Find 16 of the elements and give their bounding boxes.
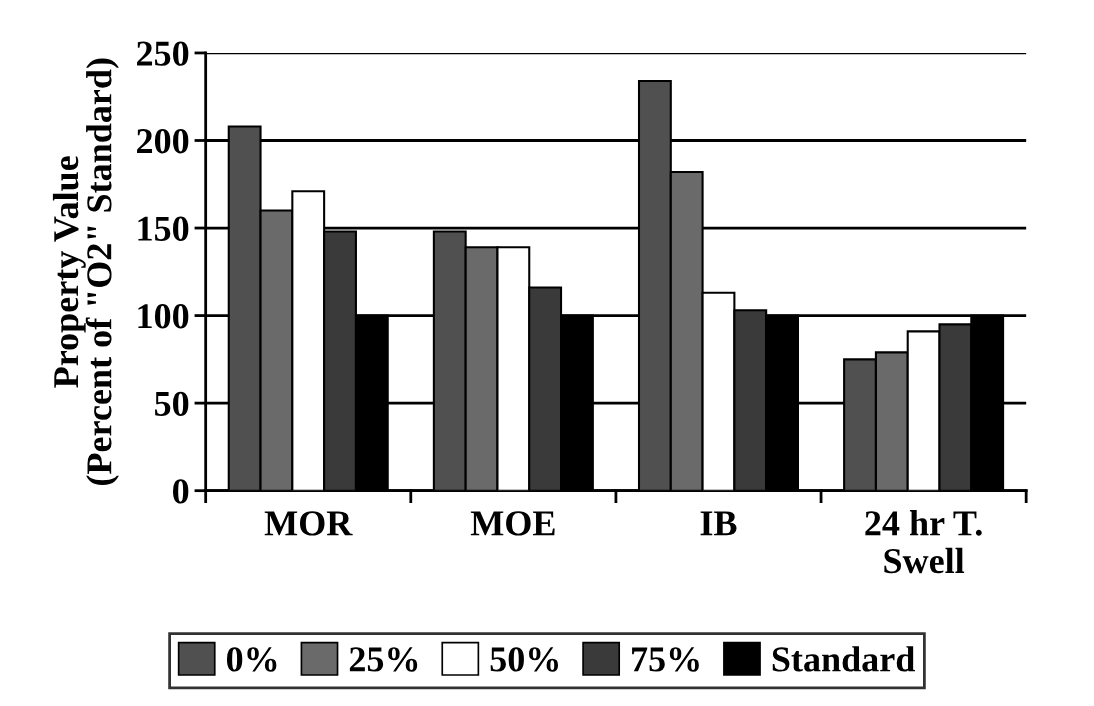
legend-label: 0% [226, 647, 277, 672]
y-tick-label: 150 [138, 216, 189, 241]
legend-label: 25% [349, 647, 418, 672]
x-tick-label: MOR [264, 511, 353, 536]
legend-label: Standard [772, 646, 915, 672]
legend-label: 50% [490, 647, 559, 672]
x-tick-label: MOE [470, 511, 555, 536]
y-tick-label: 0 [173, 479, 189, 504]
y-axis-title: Property Value (Percent of "O2" Standard) [52, 58, 119, 486]
y-tick-label: 250 [137, 41, 189, 66]
y-tick-label: 50 [155, 391, 189, 417]
y-tick-label: 100 [138, 304, 189, 329]
y-tick-label: 200 [137, 129, 189, 154]
legend-label: 75% [632, 647, 699, 672]
x-tick-label: IB [700, 511, 737, 536]
x-tick-label: 24 hr T. Swell [865, 510, 982, 574]
